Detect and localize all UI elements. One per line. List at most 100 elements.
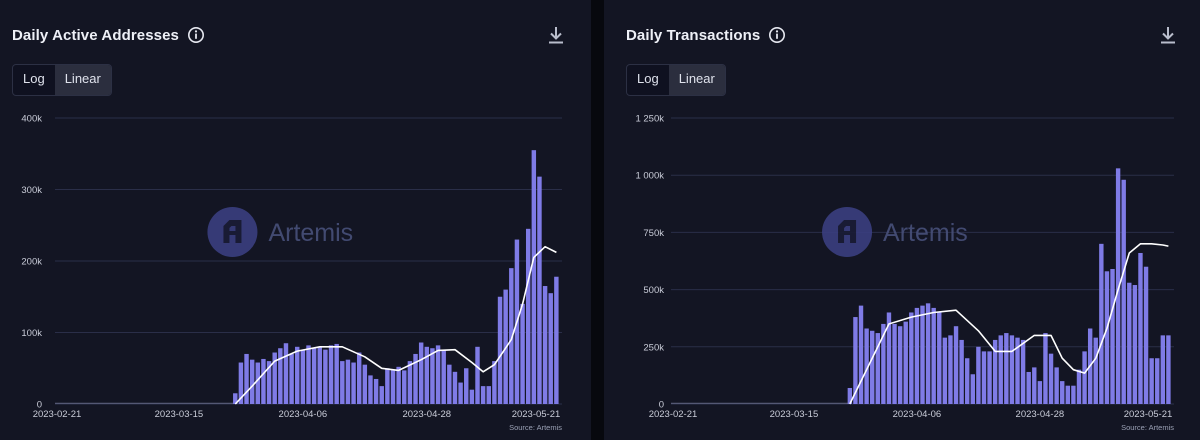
- bar: [1110, 269, 1115, 404]
- bar: [881, 323, 886, 404]
- panel-title: Daily Transactions: [626, 26, 761, 44]
- bar: [340, 361, 345, 404]
- bar: [1166, 335, 1171, 404]
- watermark-logo-glyph: [223, 220, 242, 243]
- x-tick-label: 2023-05-21: [512, 409, 561, 420]
- bar: [914, 307, 920, 404]
- bar: [903, 321, 908, 404]
- linear-option[interactable]: Linear: [668, 65, 725, 95]
- download-icon[interactable]: [545, 24, 567, 46]
- bar: [525, 228, 531, 404]
- bar: [385, 368, 390, 404]
- download-icon[interactable]: [1157, 24, 1179, 46]
- bar: [1037, 381, 1043, 404]
- bar: [238, 362, 244, 404]
- bar: [283, 343, 289, 404]
- bar: [537, 176, 542, 404]
- panel-title: Daily Active Addresses: [12, 26, 180, 44]
- bar: [249, 359, 255, 404]
- watermark: Artemis: [207, 207, 353, 257]
- panel-header: Daily Active Addresses: [12, 26, 205, 44]
- info-icon[interactable]: [187, 26, 205, 44]
- bar: [992, 339, 998, 404]
- bar: [379, 386, 384, 404]
- linear-option[interactable]: Linear: [54, 65, 111, 95]
- bar: [1155, 358, 1160, 404]
- bar: [1121, 179, 1126, 404]
- bar: [306, 345, 311, 404]
- bar: [531, 150, 537, 404]
- bar: [362, 364, 368, 404]
- bar: [441, 350, 446, 404]
- bar: [1160, 335, 1166, 404]
- y-tick-label: 400k: [21, 114, 42, 125]
- bar: [486, 386, 491, 404]
- bar: [1143, 266, 1149, 404]
- bar: [334, 343, 339, 404]
- bar: [469, 389, 475, 404]
- panel-header: Daily Transactions: [626, 26, 786, 44]
- bar: [1015, 337, 1020, 404]
- bar: [1048, 353, 1054, 404]
- bar: [261, 358, 266, 404]
- bar: [452, 371, 458, 404]
- bar: [892, 323, 897, 404]
- x-tick-label: 2023-03-15: [155, 409, 204, 420]
- bar: [1032, 367, 1037, 404]
- log-option[interactable]: Log: [637, 71, 659, 86]
- bar: [300, 350, 306, 404]
- series-line: [234, 245, 557, 405]
- bar: [981, 351, 987, 404]
- bar: [942, 337, 948, 404]
- bar: [345, 359, 351, 404]
- bar: [328, 345, 334, 404]
- bar: [1043, 333, 1048, 404]
- watermark: Artemis: [822, 207, 968, 257]
- y-tick-label: 0: [659, 400, 664, 411]
- x-tick-label: 2023-04-28: [402, 409, 451, 420]
- x-tick-label: 2023-03-15: [770, 409, 819, 420]
- bar: [418, 342, 424, 404]
- bar: [953, 326, 959, 404]
- series-line: [849, 243, 1169, 405]
- x-tick-label: 2023-02-21: [33, 409, 82, 420]
- bar: [875, 333, 880, 404]
- bar: [509, 268, 514, 404]
- log-option[interactable]: Log: [23, 71, 45, 86]
- bar: [554, 276, 559, 404]
- bar: [413, 353, 418, 404]
- bar: [1020, 339, 1026, 404]
- bar: [1149, 358, 1154, 404]
- bar: [317, 346, 322, 404]
- bar: [407, 361, 413, 404]
- info-icon[interactable]: [768, 26, 786, 44]
- y-tick-label: 200k: [21, 257, 42, 268]
- bar: [255, 362, 261, 404]
- bar: [497, 296, 503, 404]
- bar: [323, 349, 328, 404]
- x-tick-label: 2023-05-21: [1124, 409, 1173, 420]
- x-tick-label: 2023-04-06: [279, 409, 328, 420]
- bar: [937, 312, 942, 404]
- bar: [886, 312, 892, 404]
- bar: [847, 387, 853, 404]
- source-label: Source: Artemis: [509, 423, 562, 432]
- bar: [1060, 381, 1065, 404]
- chart-panel-active-addresses: 0 100k 200k 300k 400k Artemis 2023-02-21 2023-0…: [0, 0, 591, 440]
- bar: [447, 364, 452, 404]
- bar: [356, 352, 362, 404]
- bar: [1004, 333, 1009, 404]
- bar: [976, 346, 981, 404]
- transactions-chart: 0 250k 500k 750k 1 000k 1 250k Artemis 2023-02-…: [635, 114, 1174, 433]
- bar: [542, 286, 548, 404]
- bar: [373, 378, 379, 404]
- bar: [1082, 351, 1087, 404]
- bar: [931, 307, 936, 404]
- bar: [464, 368, 469, 404]
- x-tick-label: 2023-04-28: [1016, 409, 1065, 420]
- bar: [458, 382, 463, 404]
- scale-toggle: Log Linear: [12, 64, 112, 96]
- bar: [864, 328, 869, 404]
- chart-panel-transactions: 0 250k 500k 750k 1 000k 1 250k Artemis 2023-02-…: [604, 0, 1200, 440]
